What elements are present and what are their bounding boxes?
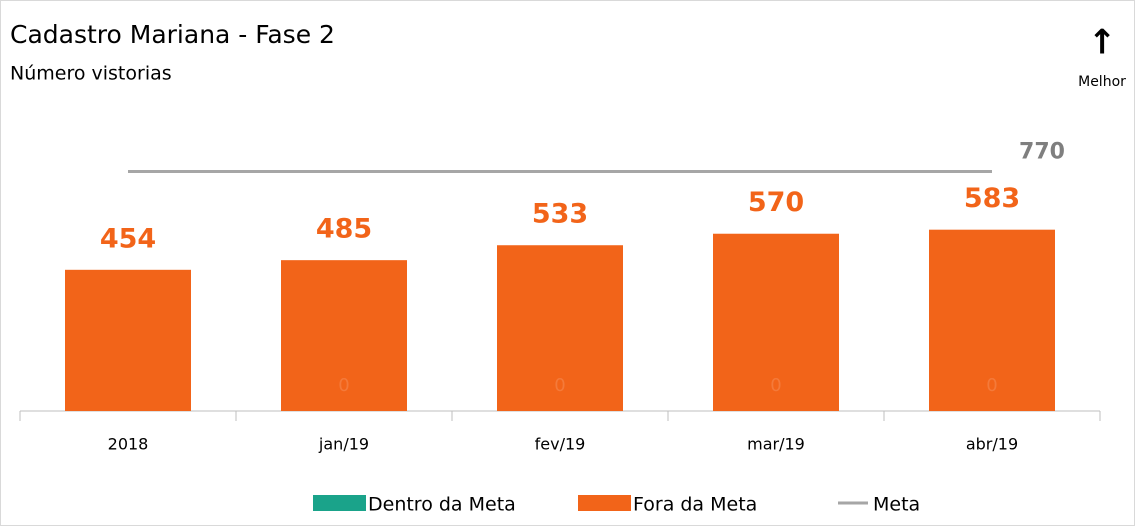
value-label: 570 — [748, 187, 804, 218]
chart-subtitle: Número vistorias — [10, 63, 172, 85]
value-label: 0 — [338, 375, 349, 396]
legend-label: Fora da Meta — [633, 494, 757, 516]
value-label: 533 — [532, 199, 588, 230]
bar — [497, 245, 623, 411]
x-tick-label: abr/19 — [966, 435, 1018, 454]
bar — [65, 269, 191, 411]
value-label: 485 — [316, 214, 372, 245]
legend-label: Meta — [873, 494, 920, 516]
better-arrow: ↑ — [1088, 23, 1117, 63]
x-tick-label: 2018 — [108, 435, 149, 454]
value-label: 454 — [100, 223, 156, 254]
x-tick-label: jan/19 — [318, 435, 369, 454]
x-tick-label: fev/19 — [535, 435, 586, 454]
value-label: 0 — [986, 375, 997, 396]
meta-label: 770 — [1019, 140, 1065, 165]
value-label: 0 — [770, 375, 781, 396]
legend-label: Dentro da Meta — [368, 494, 516, 516]
x-tick-label: mar/19 — [747, 435, 805, 454]
chart-title: Cadastro Mariana - Fase 2 — [10, 20, 335, 49]
bar — [713, 233, 839, 411]
bar — [929, 229, 1055, 411]
value-label: 583 — [964, 183, 1020, 214]
value-label: 0 — [554, 375, 565, 396]
better-label: Melhor — [1078, 74, 1126, 90]
legend-swatch — [578, 495, 631, 511]
legend-swatch — [313, 495, 366, 511]
bar — [281, 260, 407, 411]
